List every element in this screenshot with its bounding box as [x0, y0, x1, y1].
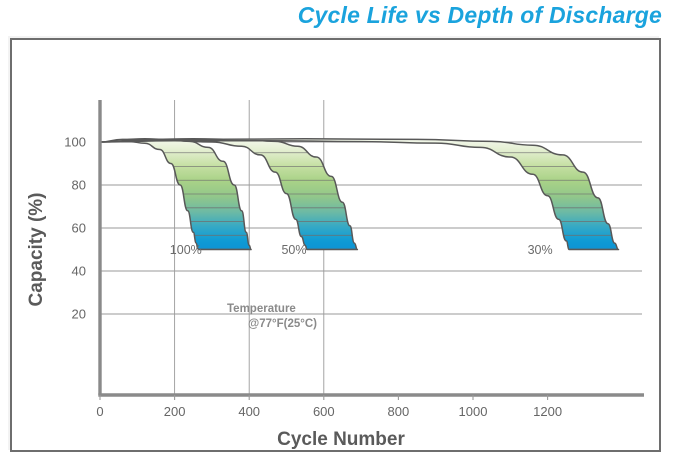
- chart-panel: 20 40 60 80 100 0 200 400 600 800 1000 1200 100% 50%…: [10, 38, 661, 452]
- y-tick-label: 40: [72, 264, 86, 279]
- y-axis-title: Capacity (%): [26, 192, 47, 306]
- x-tick-label: 400: [238, 404, 260, 419]
- x-tick-label: 200: [164, 404, 186, 419]
- y-tick-label: 60: [72, 221, 86, 236]
- x-tick-label: 600: [313, 404, 335, 419]
- chart-series-labels: 100% 50% 30%: [170, 243, 553, 257]
- y-tick-label: 80: [72, 178, 86, 193]
- chart-axes: [98, 100, 644, 400]
- temperature-annotation-line1: Temperature: [227, 303, 296, 315]
- chart-series-bands: [99, 138, 620, 251]
- series-label-30pct: 30%: [528, 243, 553, 257]
- temperature-annotation-line2: @77°F(25°C): [248, 318, 317, 330]
- x-tick-label: 1000: [459, 404, 488, 419]
- series-label-100pct: 100%: [170, 243, 202, 257]
- series-label-50pct: 50%: [281, 243, 306, 257]
- x-tick-label: 0: [96, 404, 103, 419]
- x-tick-label: 1200: [533, 404, 562, 419]
- x-axis-title: Cycle Number: [277, 429, 405, 450]
- y-tick-label: 20: [72, 307, 86, 322]
- page-title: Cycle Life vs Depth of Discharge: [297, 2, 662, 28]
- x-tick-label: 800: [388, 404, 410, 419]
- y-tick-label: 100: [64, 135, 86, 150]
